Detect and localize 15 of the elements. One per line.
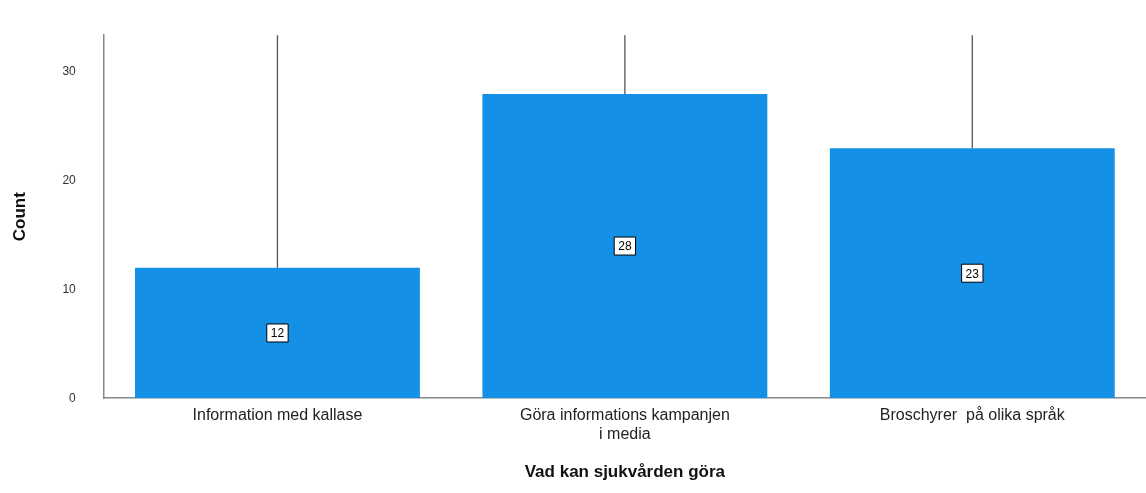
- x-axis-title: Vad kan sjukvården göra: [524, 462, 726, 482]
- bar: [482, 93, 768, 399]
- x-tick-label: Information med kallase: [192, 406, 363, 424]
- y-axis-title: Count: [9, 191, 29, 242]
- y-tick-label: 0: [69, 390, 77, 405]
- y-tick-label: 30: [62, 64, 77, 79]
- x-tick-label: Broschyrer på olika språk: [879, 406, 1066, 424]
- y-tick-label: 20: [62, 173, 77, 188]
- bar: [135, 267, 420, 399]
- y-tick-label: 10: [62, 281, 77, 296]
- data-label: 12: [270, 326, 285, 341]
- data-label: 23: [965, 266, 980, 281]
- bar: [829, 148, 1115, 399]
- data-label: 28: [618, 239, 632, 254]
- x-tick-label: Göra informations kampanjen i media: [519, 406, 730, 443]
